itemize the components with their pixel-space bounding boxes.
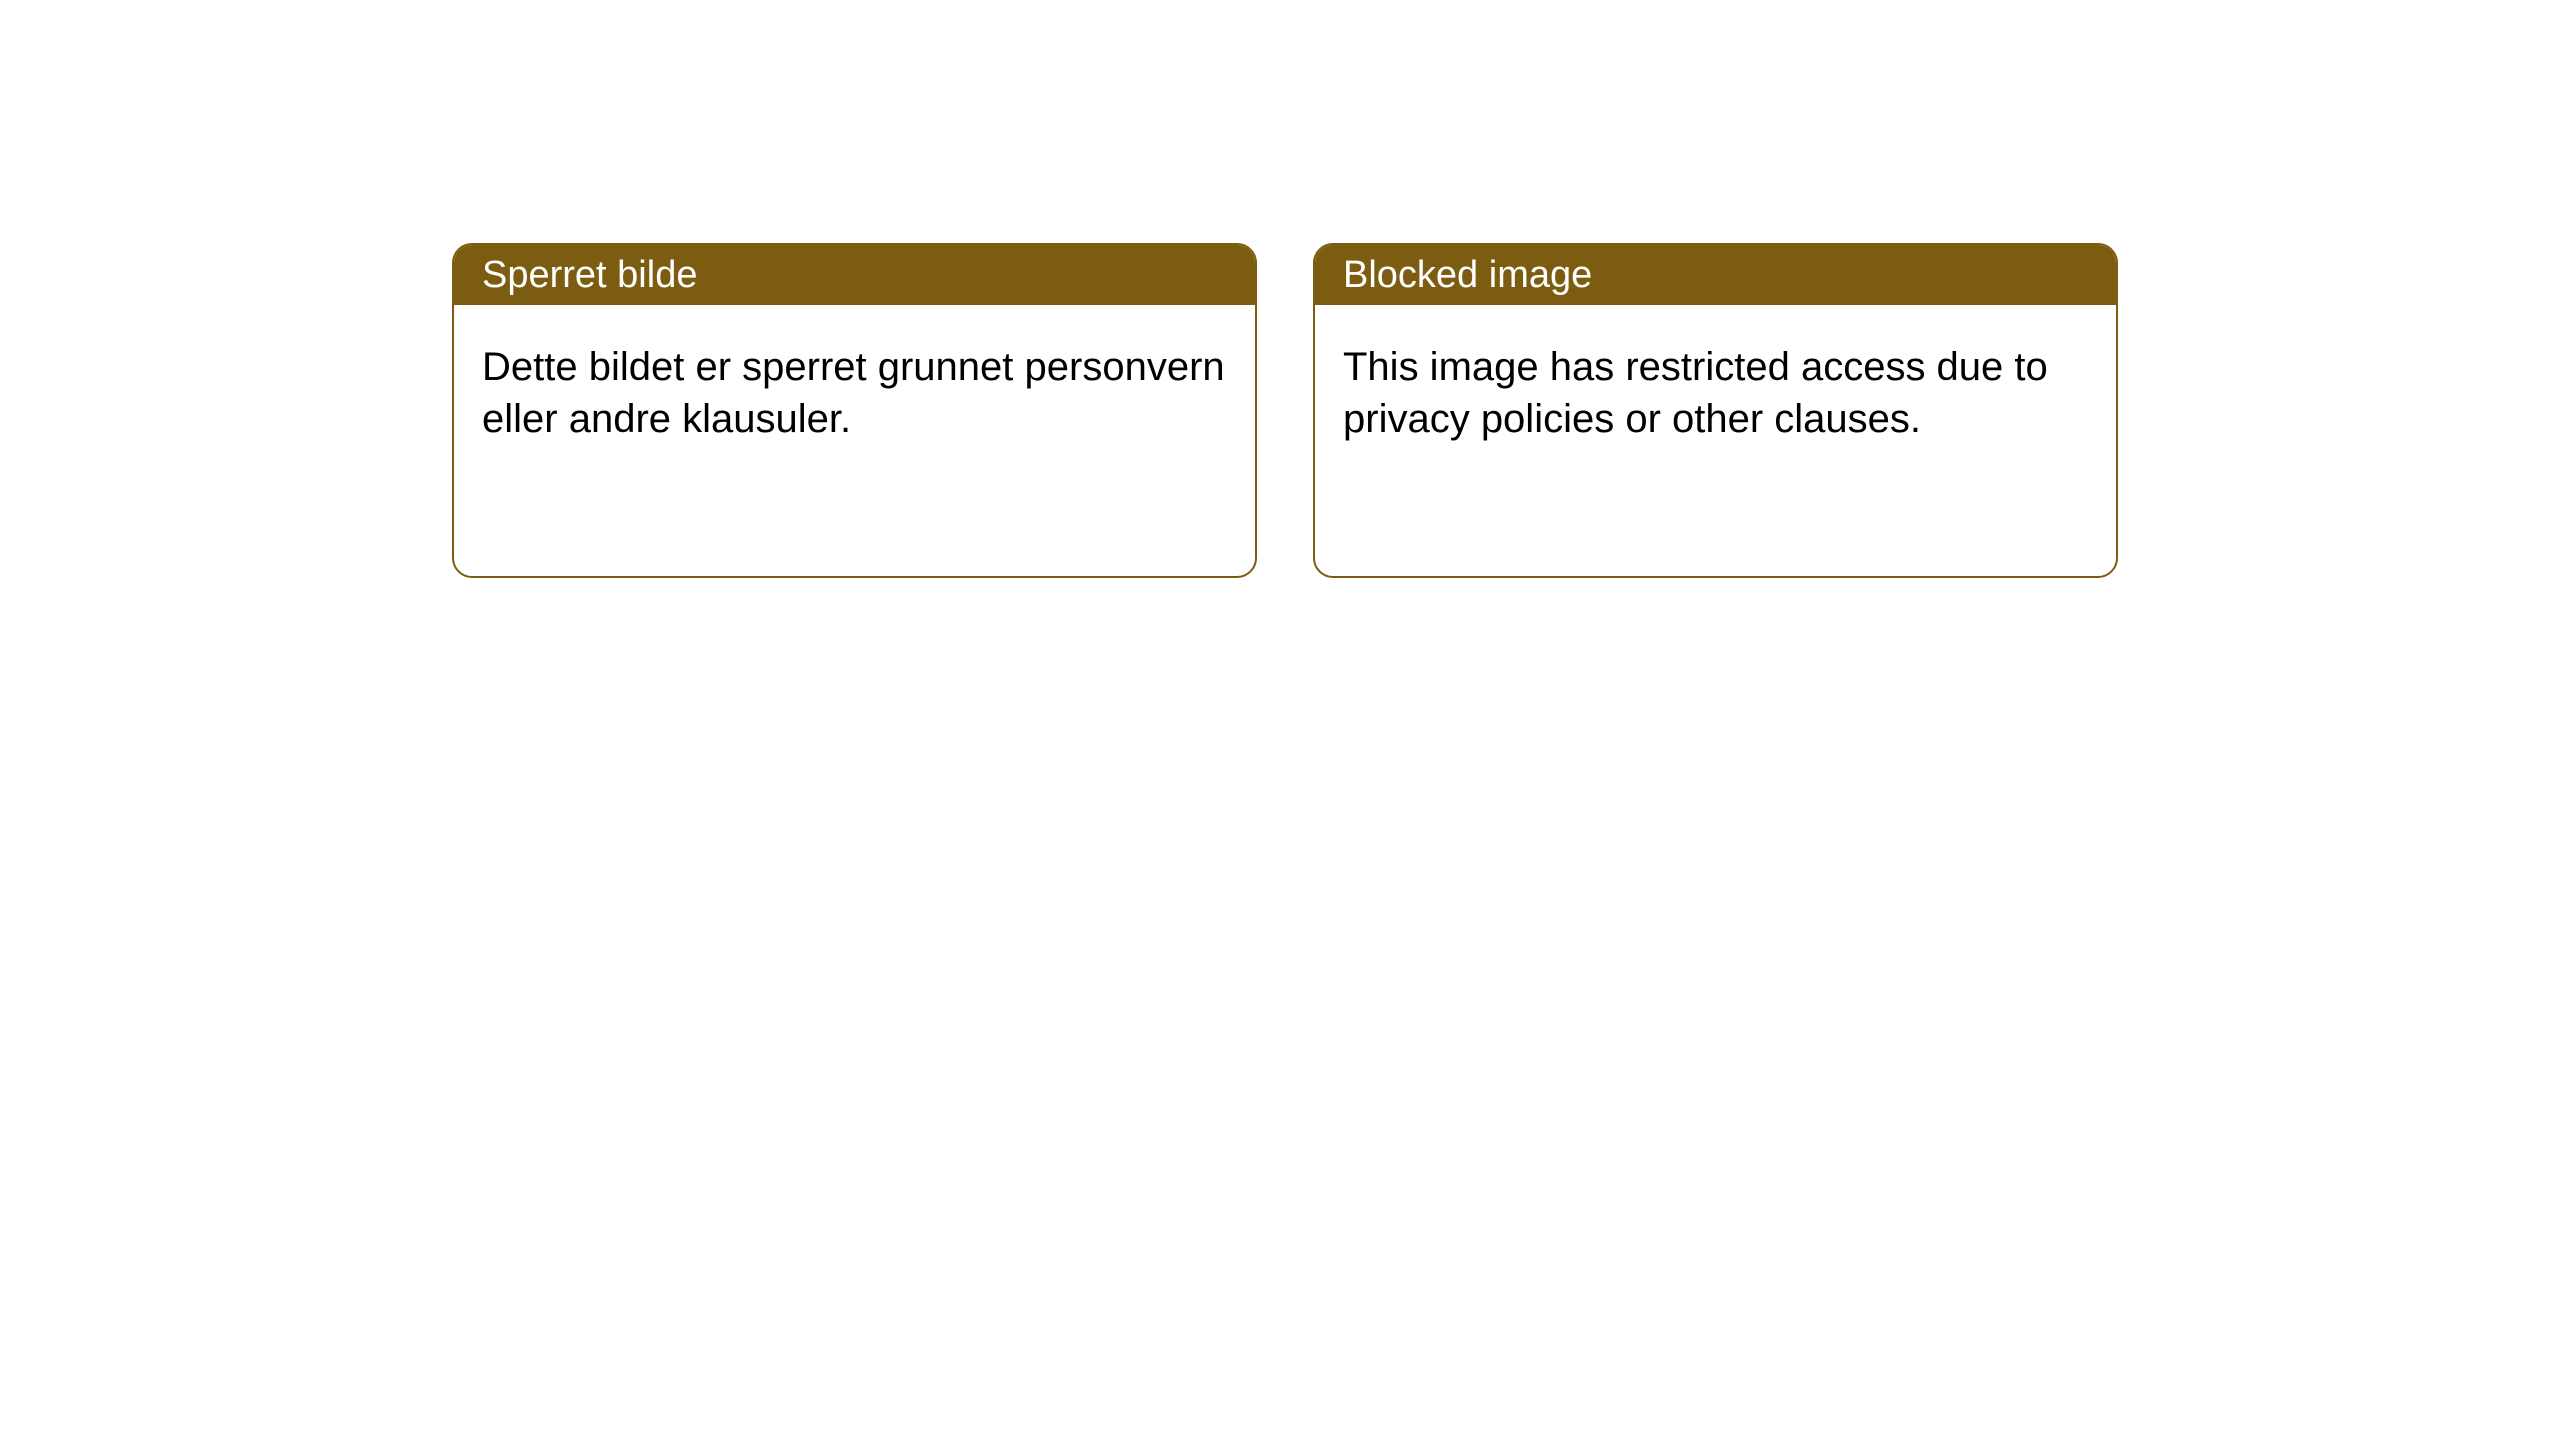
card-header-en: Blocked image bbox=[1315, 245, 2116, 305]
card-body-no: Dette bildet er sperret grunnet personve… bbox=[454, 305, 1255, 481]
card-header-no: Sperret bilde bbox=[454, 245, 1255, 305]
blocked-image-card-no: Sperret bilde Dette bildet er sperret gr… bbox=[452, 243, 1257, 578]
card-body-en: This image has restricted access due to … bbox=[1315, 305, 2116, 481]
notice-cards-container: Sperret bilde Dette bildet er sperret gr… bbox=[452, 243, 2118, 578]
blocked-image-card-en: Blocked image This image has restricted … bbox=[1313, 243, 2118, 578]
